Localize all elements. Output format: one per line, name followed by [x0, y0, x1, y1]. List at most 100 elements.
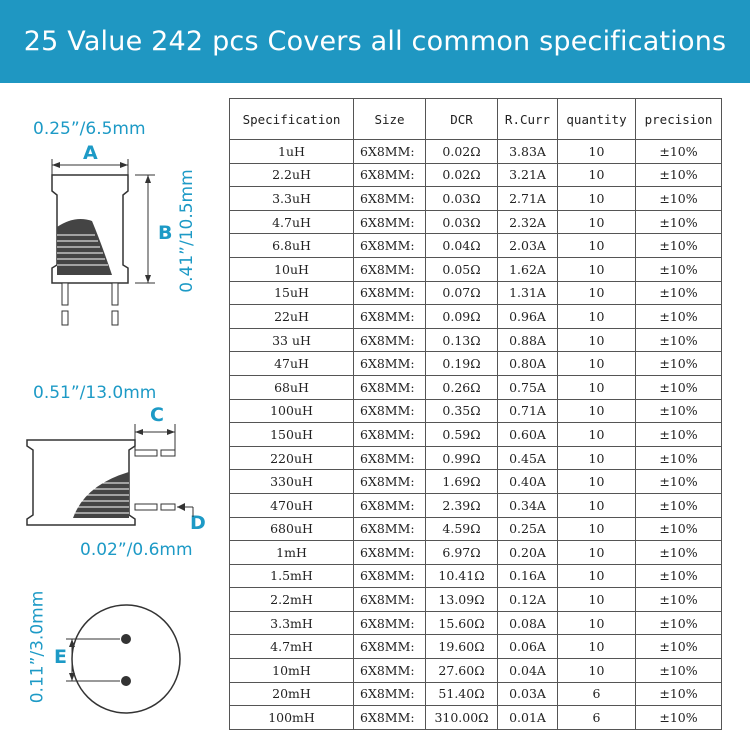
cell-quantity: 6 [557, 681, 636, 707]
dimension-d-label: 0.02”/0.6mm [80, 540, 193, 560]
cell-specification: 4.7uH [229, 209, 354, 235]
cell-size: 6X8MM: [353, 705, 426, 730]
dimension-d-letter: D [190, 512, 206, 534]
cell-size: 6X8MM: [353, 304, 426, 329]
cell-precision: ±10% [635, 374, 722, 400]
cell-dcr: 6.97Ω [425, 540, 498, 565]
inductor-bottom-drawing [66, 604, 181, 714]
cell-rated-current: 0.16A [497, 563, 558, 589]
cell-rated-current: 0.03A [497, 681, 558, 707]
table-header-row: Specification Size DCR R.Curr quantity p… [229, 98, 722, 140]
table-row: 3.3mH 6X8MM: 15.60Ω 0.08A 10 ±10% [229, 610, 722, 636]
cell-precision: ±10% [635, 445, 722, 471]
cell-dcr: 1.69Ω [425, 469, 498, 494]
cell-specification: 680uH [229, 516, 354, 542]
cell-rated-current: 1.31A [497, 280, 558, 306]
table-row: 4.7mH 6X8MM: 19.60Ω 0.06A 10 ±10% [229, 634, 722, 660]
table-row: 4.7uH 6X8MM: 0.03Ω 2.32A 10 ±10% [229, 209, 722, 235]
cell-size: 6X8MM: [353, 634, 426, 660]
cell-precision: ±10% [635, 587, 722, 612]
cell-precision: ±10% [635, 469, 722, 494]
cell-dcr: 0.05Ω [425, 256, 498, 282]
cell-specification: 3.3uH [229, 186, 354, 211]
table-row: 470uH 6X8MM: 2.39Ω 0.34A 10 ±10% [229, 492, 722, 518]
cell-specification: 6.8uH [229, 233, 354, 258]
inductor-side-drawing [26, 424, 194, 526]
cell-precision: ±10% [635, 492, 722, 518]
cell-size: 6X8MM: [353, 658, 426, 683]
cell-size: 6X8MM: [353, 610, 426, 636]
cell-quantity: 10 [557, 327, 636, 353]
cell-specification: 1uH [229, 139, 354, 164]
table-row: 1.5mH 6X8MM: 10.41Ω 0.16A 10 ±10% [229, 563, 722, 589]
cell-specification: 22uH [229, 304, 354, 329]
cell-rated-current: 0.25A [497, 516, 558, 542]
table-row: 100uH 6X8MM: 0.35Ω 0.71A 10 ±10% [229, 398, 722, 424]
cell-rated-current: 0.01A [497, 705, 558, 730]
cell-precision: ±10% [635, 398, 722, 424]
cell-dcr: 0.99Ω [425, 445, 498, 471]
cell-precision: ±10% [635, 516, 722, 542]
cell-quantity: 10 [557, 469, 636, 494]
cell-specification: 100uH [229, 398, 354, 424]
cell-quantity: 10 [557, 516, 636, 542]
header-size: Size [353, 98, 426, 140]
table-row: 330uH 6X8MM: 1.69Ω 0.40A 10 ±10% [229, 469, 722, 494]
cell-size: 6X8MM: [353, 256, 426, 282]
table-row: 1mH 6X8MM: 6.97Ω 0.20A 10 ±10% [229, 540, 722, 565]
cell-rated-current: 0.20A [497, 540, 558, 565]
cell-specification: 20mH [229, 681, 354, 707]
cell-precision: ±10% [635, 139, 722, 164]
header-dcr: DCR [425, 98, 498, 140]
cell-dcr: 0.03Ω [425, 186, 498, 211]
table-row: 3.3uH 6X8MM: 0.03Ω 2.71A 10 ±10% [229, 186, 722, 211]
table-row: 2.2mH 6X8MM: 13.09Ω 0.12A 10 ±10% [229, 587, 722, 612]
cell-dcr: 4.59Ω [425, 516, 498, 542]
cell-size: 6X8MM: [353, 422, 426, 447]
table-row: 100mH 6X8MM: 310.00Ω 0.01A 6 ±10% [229, 705, 722, 730]
table-row: 2.2uH 6X8MM: 0.02Ω 3.21A 10 ±10% [229, 162, 722, 188]
cell-rated-current: 0.12A [497, 587, 558, 612]
cell-dcr: 13.09Ω [425, 587, 498, 612]
cell-rated-current: 0.08A [497, 610, 558, 636]
cell-quantity: 10 [557, 186, 636, 211]
dimension-e-label: 0.11”/3.0mm [27, 590, 48, 704]
cell-specification: 10mH [229, 658, 354, 683]
cell-precision: ±10% [635, 233, 722, 258]
cell-precision: ±10% [635, 304, 722, 329]
cell-specification: 3.3mH [229, 610, 354, 636]
cell-rated-current: 0.34A [497, 492, 558, 518]
cell-size: 6X8MM: [353, 186, 426, 211]
cell-precision: ±10% [635, 209, 722, 235]
cell-rated-current: 0.06A [497, 634, 558, 660]
cell-quantity: 10 [557, 304, 636, 329]
cell-quantity: 10 [557, 209, 636, 235]
cell-rated-current: 2.71A [497, 186, 558, 211]
dimension-c-label: 0.51”/13.0mm [33, 383, 157, 403]
cell-size: 6X8MM: [353, 587, 426, 612]
cell-specification: 100mH [229, 705, 354, 730]
cell-quantity: 10 [557, 398, 636, 424]
cell-dcr: 0.59Ω [425, 422, 498, 447]
cell-size: 6X8MM: [353, 563, 426, 589]
cell-precision: ±10% [635, 351, 722, 376]
cell-dcr: 0.07Ω [425, 280, 498, 306]
cell-specification: 1.5mH [229, 563, 354, 589]
cell-precision: ±10% [635, 280, 722, 306]
table-row: 33 uH 6X8MM: 0.13Ω 0.88A 10 ±10% [229, 327, 722, 353]
table-row: 22uH 6X8MM: 0.09Ω 0.96A 10 ±10% [229, 304, 722, 329]
cell-rated-current: 0.60A [497, 422, 558, 447]
cell-precision: ±10% [635, 327, 722, 353]
cell-dcr: 19.60Ω [425, 634, 498, 660]
cell-rated-current: 0.40A [497, 469, 558, 494]
cell-precision: ±10% [635, 162, 722, 188]
cell-size: 6X8MM: [353, 445, 426, 471]
table-row: 15uH 6X8MM: 0.07Ω 1.31A 10 ±10% [229, 280, 722, 306]
cell-precision: ±10% [635, 422, 722, 447]
cell-dcr: 0.03Ω [425, 209, 498, 235]
dimension-b-letter: B [158, 222, 173, 244]
cell-quantity: 10 [557, 233, 636, 258]
cell-quantity: 10 [557, 634, 636, 660]
cell-rated-current: 0.04A [497, 658, 558, 683]
cell-precision: ±10% [635, 563, 722, 589]
